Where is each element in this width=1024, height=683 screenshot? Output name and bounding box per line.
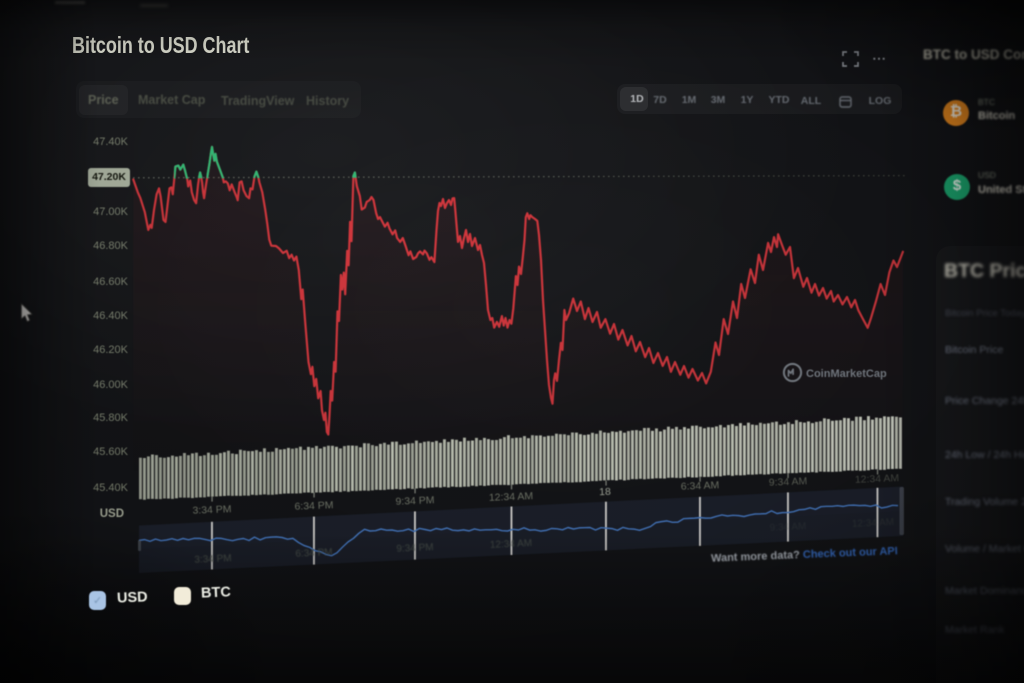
svg-text:CoinMarketCap: CoinMarketCap: [806, 368, 887, 380]
